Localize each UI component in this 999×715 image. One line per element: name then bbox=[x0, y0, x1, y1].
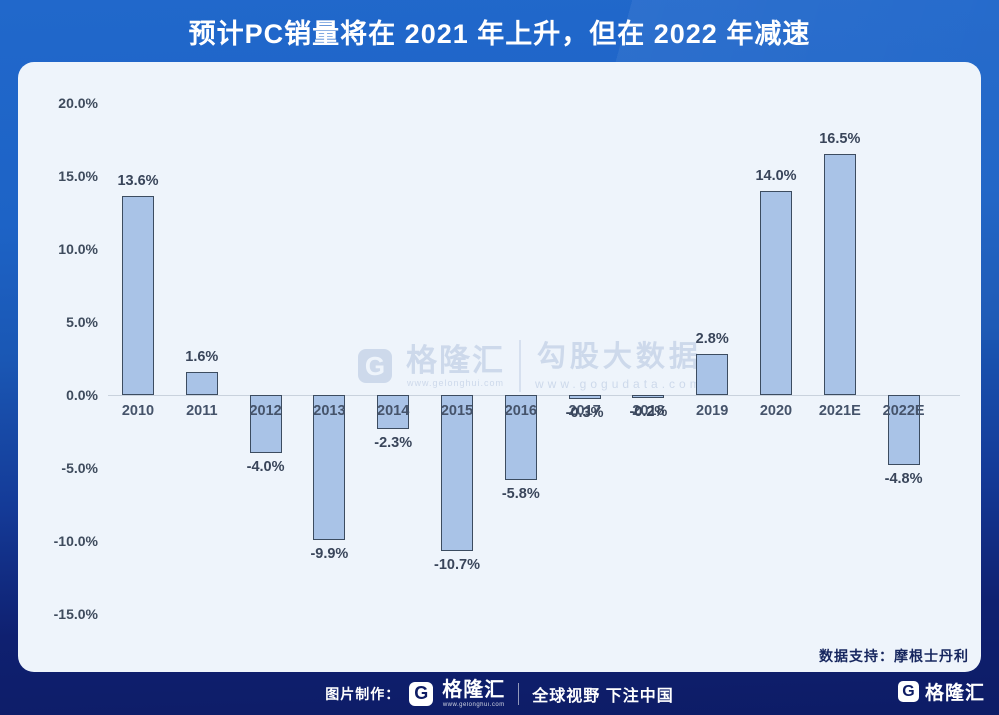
x-axis-label: 2019 bbox=[696, 403, 729, 419]
x-axis-label: 2015 bbox=[440, 403, 474, 419]
watermark-partner-text: 勾股大数据 bbox=[536, 340, 702, 373]
watermark-brand-block: 格隆汇 www.gelonghui.com bbox=[406, 345, 505, 388]
bar-2019 bbox=[696, 354, 729, 395]
bar-value-label: -10.7% bbox=[434, 557, 480, 574]
bar-2012 bbox=[249, 395, 282, 454]
footer-bar: 图片制作： G 格隆汇 www.gelonghui.com 全球视野 下注中国 bbox=[0, 672, 999, 715]
y-axis-tick-label: -15.0% bbox=[53, 605, 98, 622]
footer-brand-text: 格隆汇 bbox=[442, 678, 506, 701]
chart-card: G 格隆汇 www.gelonghui.com 勾股大数据 www.goguda… bbox=[18, 62, 981, 672]
x-axis-label: 2021E bbox=[818, 403, 861, 419]
footer-made-by-label: 图片制作： bbox=[325, 685, 401, 702]
data-source-credit: 数据支持：摩根士丹利 bbox=[819, 648, 969, 664]
bar-chart-plot-area: G 格隆汇 www.gelonghui.com 勾股大数据 www.goguda… bbox=[18, 62, 981, 672]
y-axis-tick-label: 20.0% bbox=[58, 94, 98, 111]
footer-divider bbox=[518, 682, 520, 705]
watermark-partner-block: 勾股大数据 www.gogudata.com bbox=[535, 340, 704, 391]
bar-2015 bbox=[441, 395, 473, 552]
watermark: G 格隆汇 www.gelonghui.com 勾股大数据 www.goguda… bbox=[358, 340, 704, 392]
watermark-brand-url: www.gelonghui.com bbox=[406, 377, 505, 388]
bar-value-label: 13.6% bbox=[117, 173, 159, 190]
bar-2011 bbox=[185, 371, 218, 395]
bar-value-label: -5.8% bbox=[501, 485, 540, 502]
bar-value-label: -4.8% bbox=[884, 471, 923, 488]
x-axis-label: 2014 bbox=[377, 403, 410, 419]
footer-slogan: 全球视野 下注中国 bbox=[532, 687, 674, 705]
x-axis-label: 2013 bbox=[313, 403, 346, 419]
footer-brand-block: 格隆汇 www.gelonghui.com bbox=[442, 680, 505, 708]
x-axis-label: 2012 bbox=[249, 403, 282, 419]
bar-2016 bbox=[504, 395, 537, 480]
bar-2017 bbox=[568, 395, 601, 400]
bar-value-label: 1.6% bbox=[185, 348, 219, 365]
bar-value-label: 16.5% bbox=[819, 131, 861, 148]
x-axis-label: 2016 bbox=[504, 403, 537, 419]
watermark-partner-url: www.gogudata.com bbox=[535, 376, 704, 391]
bar-value-label: -0.2% bbox=[629, 403, 668, 420]
bar-2021E bbox=[823, 154, 856, 395]
x-axis-label: 2018 bbox=[632, 403, 665, 419]
page-title-text: 预计PC销量将在 2021 年上升，但在 2022 年减速 bbox=[188, 18, 811, 49]
x-axis-label: 2022E bbox=[882, 403, 925, 419]
x-axis-label: 2020 bbox=[759, 403, 793, 419]
y-axis-tick-label: 5.0% bbox=[66, 313, 98, 330]
bar-value-label: -0.3% bbox=[565, 405, 604, 422]
bar-value-label: 14.0% bbox=[755, 167, 797, 184]
y-axis-tick-label: -10.0% bbox=[53, 532, 98, 549]
bar-value-label: -2.3% bbox=[374, 434, 413, 451]
bar-value-label: -4.0% bbox=[246, 459, 285, 476]
y-axis-tick-label: 10.0% bbox=[58, 240, 98, 257]
footer-corner-logo: G 格隆汇 bbox=[897, 678, 985, 705]
page-title: 预计PC销量将在 2021 年上升，但在 2022 年减速 bbox=[0, 0, 999, 62]
y-axis-tick-label: 0.0% bbox=[66, 386, 98, 403]
y-axis-tick-label: -5.0% bbox=[61, 459, 98, 476]
footer-corner-brand-text: 格隆汇 bbox=[924, 683, 985, 704]
x-axis-label: 2010 bbox=[121, 403, 155, 419]
bar-value-label: -9.9% bbox=[310, 545, 349, 562]
bar-2022E bbox=[887, 395, 920, 466]
footer-brand-url: www.gelonghui.com bbox=[442, 701, 505, 708]
y-axis-tick-label: 15.0% bbox=[58, 167, 98, 184]
x-axis-label: 2011 bbox=[186, 403, 218, 419]
gelonghui-logo-icon: G bbox=[409, 681, 434, 706]
bar-2013 bbox=[313, 395, 346, 540]
gelonghui-logo-icon: G bbox=[897, 681, 919, 702]
watermark-brand-text: 格隆汇 bbox=[406, 342, 505, 378]
bar-2020 bbox=[760, 190, 792, 395]
gelonghui-logo-icon: G bbox=[358, 349, 392, 383]
watermark-divider bbox=[519, 340, 521, 392]
bar-2014 bbox=[377, 395, 410, 429]
x-axis-label: 2017 bbox=[568, 403, 601, 419]
bar-value-label: 2.8% bbox=[695, 331, 729, 348]
bar-2010 bbox=[122, 196, 154, 395]
bar-2018 bbox=[632, 395, 665, 398]
